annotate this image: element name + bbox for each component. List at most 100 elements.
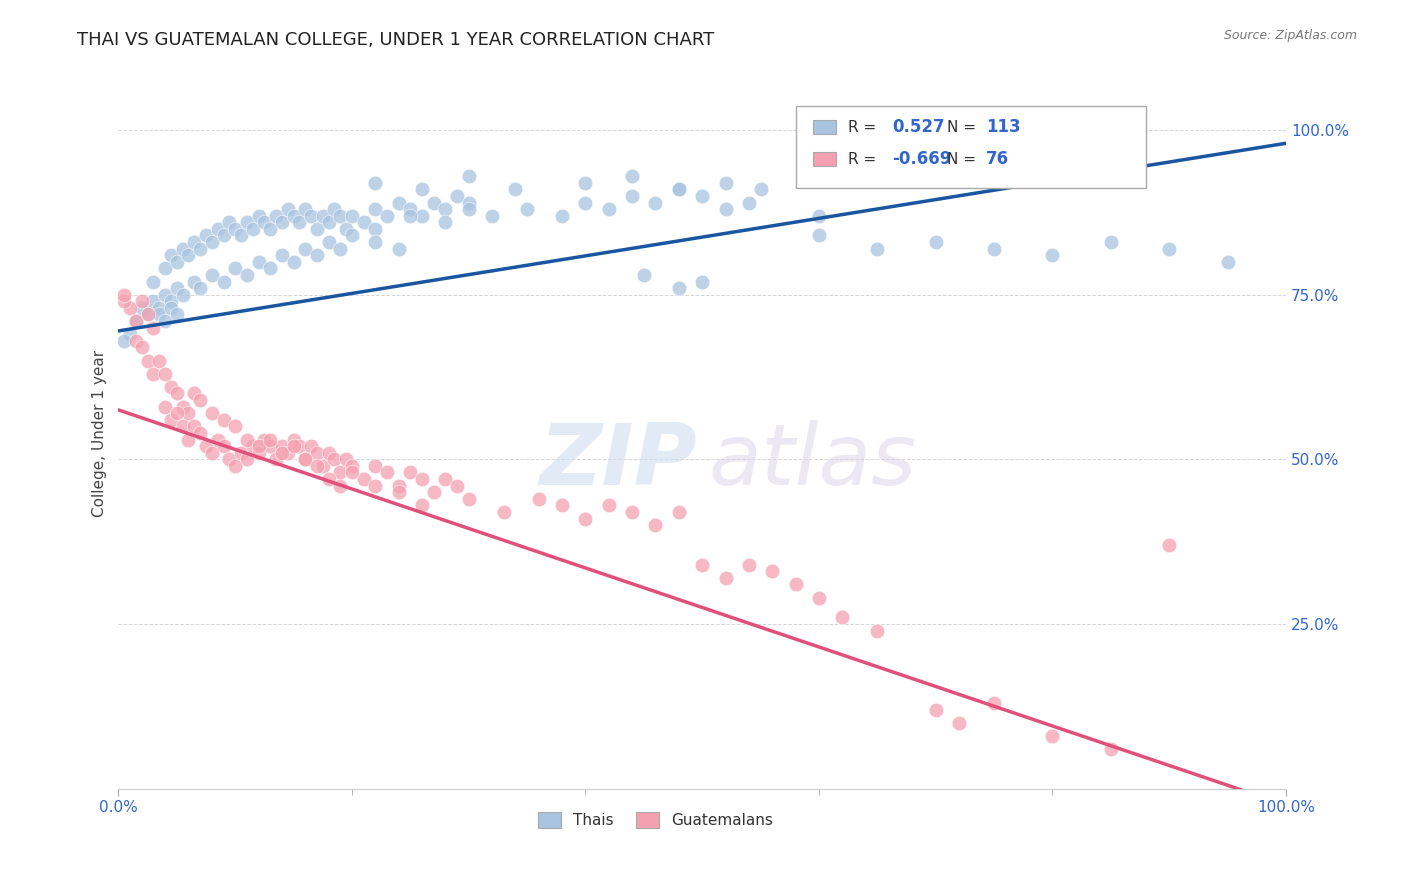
Point xyxy=(136,308,159,322)
Legend: Thais, Guatemalans: Thais, Guatemalans xyxy=(531,806,779,834)
Point xyxy=(434,472,457,486)
Point xyxy=(201,406,224,420)
Text: R =: R = xyxy=(848,152,882,167)
Point xyxy=(229,446,252,460)
Point xyxy=(866,242,889,256)
Point xyxy=(318,215,340,229)
Point xyxy=(434,202,457,216)
Point xyxy=(1216,254,1239,268)
Point xyxy=(253,433,276,447)
Point xyxy=(364,478,387,492)
Point xyxy=(270,446,292,460)
Point xyxy=(172,419,194,434)
Point xyxy=(264,209,287,223)
Point xyxy=(224,222,246,236)
Point xyxy=(375,209,398,223)
Point xyxy=(690,558,713,572)
Point xyxy=(166,386,188,401)
Point xyxy=(177,433,200,447)
Point xyxy=(948,715,970,730)
Point xyxy=(305,446,328,460)
Point xyxy=(236,433,259,447)
Point xyxy=(807,209,830,223)
Point xyxy=(714,176,737,190)
Point xyxy=(621,169,644,184)
Point xyxy=(422,485,444,500)
Bar xyxy=(813,120,837,135)
Point xyxy=(166,281,188,295)
Point xyxy=(207,222,229,236)
Point xyxy=(247,446,270,460)
Point xyxy=(457,202,479,216)
Point xyxy=(195,228,218,243)
Point xyxy=(305,222,328,236)
Point xyxy=(1159,242,1181,256)
Point xyxy=(388,478,411,492)
Point xyxy=(283,433,305,447)
Point xyxy=(714,202,737,216)
Point xyxy=(446,478,468,492)
Text: 113: 113 xyxy=(986,119,1021,136)
Point xyxy=(340,466,363,480)
Point xyxy=(388,242,411,256)
Point xyxy=(112,294,135,309)
Point xyxy=(270,439,292,453)
Point xyxy=(329,478,352,492)
Point xyxy=(212,439,235,453)
Point xyxy=(236,452,259,467)
Point xyxy=(399,466,422,480)
Point xyxy=(153,314,176,328)
Point xyxy=(153,400,176,414)
Point xyxy=(270,215,292,229)
Point xyxy=(492,505,515,519)
Point xyxy=(551,209,574,223)
Point xyxy=(188,425,211,440)
FancyBboxPatch shape xyxy=(796,106,1146,187)
Point xyxy=(264,452,287,467)
Point xyxy=(294,452,316,467)
Point xyxy=(153,367,176,381)
Point xyxy=(364,176,387,190)
Text: N =: N = xyxy=(948,152,981,167)
Point xyxy=(270,248,292,262)
Point xyxy=(305,248,328,262)
Point xyxy=(131,301,153,315)
Bar xyxy=(813,153,837,166)
Point xyxy=(253,215,276,229)
Point xyxy=(218,452,240,467)
Point xyxy=(212,413,235,427)
Point xyxy=(120,301,142,315)
Point xyxy=(288,215,311,229)
Point xyxy=(142,275,165,289)
Point xyxy=(983,696,1005,710)
Point xyxy=(224,419,246,434)
Point xyxy=(340,209,363,223)
Point xyxy=(364,458,387,473)
Point xyxy=(294,452,316,467)
Point xyxy=(112,287,135,301)
Point xyxy=(364,202,387,216)
Point xyxy=(807,228,830,243)
Point xyxy=(422,195,444,210)
Point xyxy=(446,189,468,203)
Point xyxy=(148,301,170,315)
Point xyxy=(283,439,305,453)
Point xyxy=(598,202,620,216)
Point xyxy=(621,189,644,203)
Point xyxy=(411,472,433,486)
Point xyxy=(299,209,322,223)
Point xyxy=(259,439,281,453)
Point xyxy=(1042,729,1064,743)
Point xyxy=(551,499,574,513)
Point xyxy=(212,228,235,243)
Point xyxy=(457,195,479,210)
Point xyxy=(212,275,235,289)
Point xyxy=(925,702,948,716)
Point xyxy=(1042,248,1064,262)
Point xyxy=(305,458,328,473)
Text: N =: N = xyxy=(948,120,981,135)
Text: 76: 76 xyxy=(986,150,1010,169)
Point xyxy=(148,353,170,368)
Point xyxy=(1099,742,1122,756)
Point xyxy=(242,439,264,453)
